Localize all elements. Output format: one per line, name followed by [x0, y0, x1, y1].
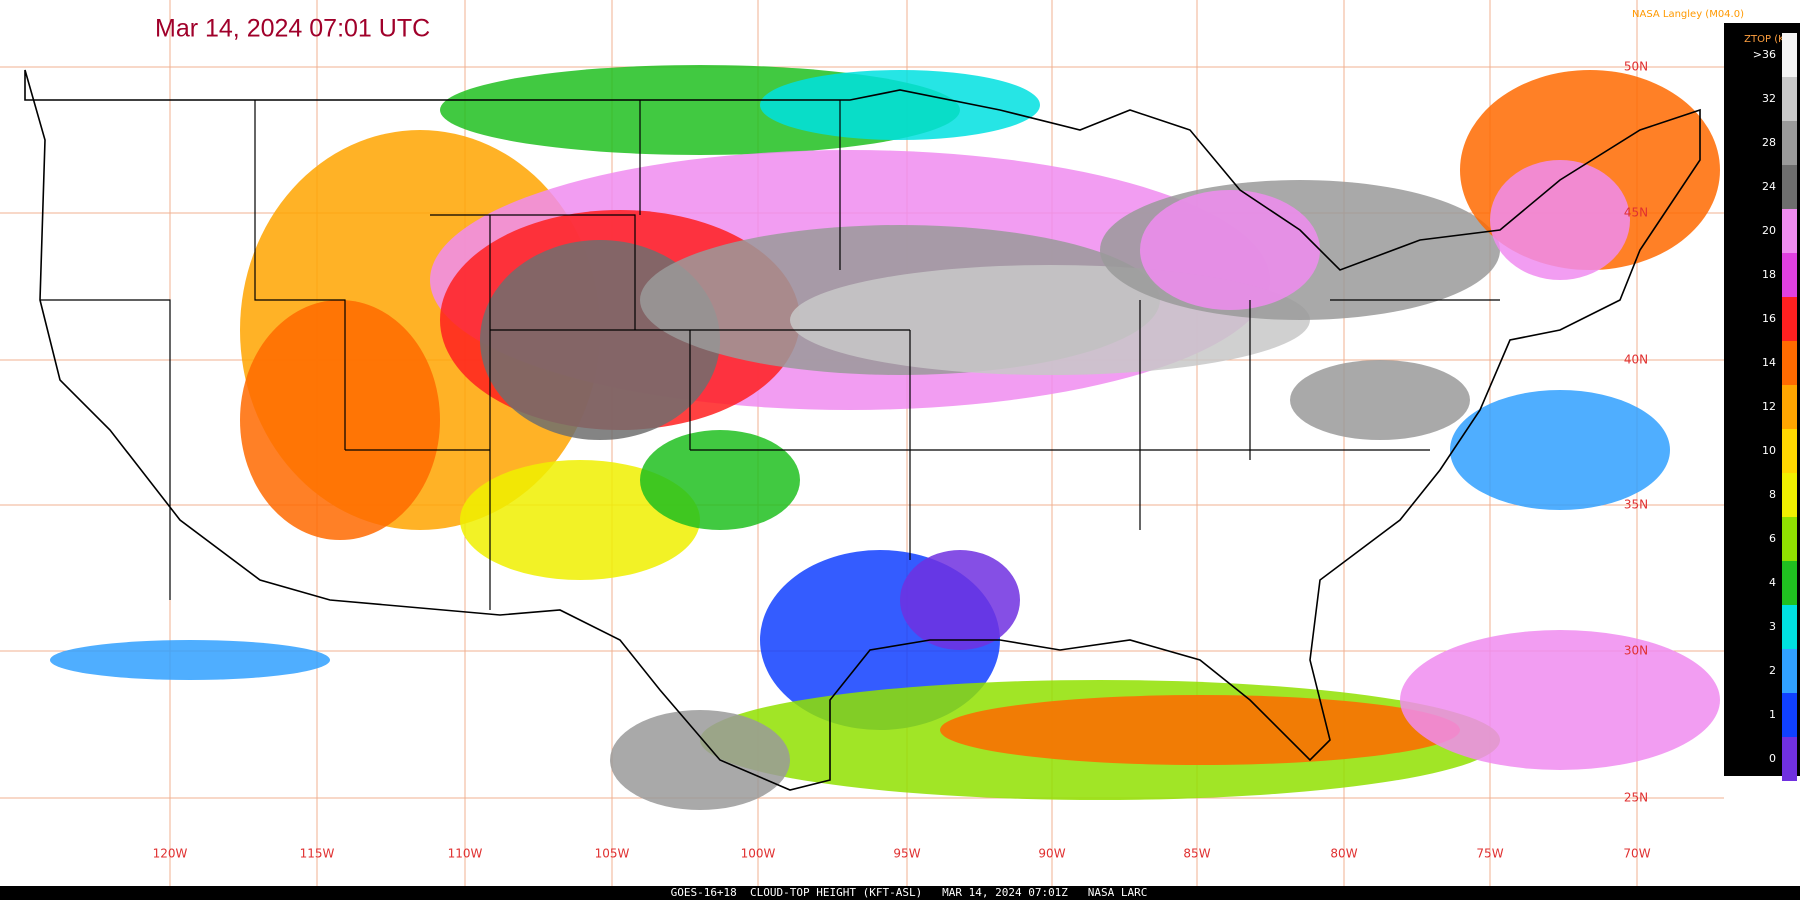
- legend-label: 32: [1762, 92, 1776, 105]
- cloud-field: [50, 65, 1720, 810]
- legend-label: 18: [1762, 268, 1776, 281]
- longitude-label: 95W: [893, 847, 920, 861]
- longitude-label: 85W: [1183, 847, 1210, 861]
- legend-label: 6: [1769, 532, 1776, 545]
- longitude-label: 110W: [448, 847, 483, 861]
- latitude-label: 35N: [1624, 498, 1648, 512]
- legend-swatch: [1782, 121, 1797, 165]
- cloud-blob: [1490, 160, 1630, 280]
- legend-swatch: [1782, 253, 1797, 297]
- credit: NASA Langley (M04.0): [1632, 9, 1744, 20]
- legend-swatch: [1782, 561, 1797, 605]
- legend-label: 20: [1762, 224, 1776, 237]
- country-outline: [24, 69, 1701, 791]
- legend-label: 16: [1762, 312, 1776, 325]
- cloud-blob: [240, 300, 440, 540]
- longitude-label: 100W: [741, 847, 776, 861]
- legend-label: 4: [1769, 576, 1776, 589]
- legend-swatch: [1782, 605, 1797, 649]
- longitude-label: 70W: [1623, 847, 1650, 861]
- legend-label: 24: [1762, 180, 1776, 193]
- cloud-blob: [610, 710, 790, 810]
- cloud-blob: [760, 70, 1040, 140]
- legend-label: 2: [1769, 664, 1776, 677]
- longitude-label: 80W: [1330, 847, 1357, 861]
- legend-label: 8: [1769, 488, 1776, 501]
- cloud-blob: [1140, 190, 1320, 310]
- legend-swatch: [1782, 649, 1797, 693]
- legend-swatch: [1782, 165, 1797, 209]
- longitude-label: 90W: [1038, 847, 1065, 861]
- legend-swatch: [1782, 33, 1797, 77]
- longitude-label: 120W: [153, 847, 188, 861]
- cloud-blob: [1400, 630, 1720, 770]
- legend-label: 10: [1762, 444, 1776, 457]
- longitude-label: 75W: [1476, 847, 1503, 861]
- legend-label: 12: [1762, 400, 1776, 413]
- legend-label: 28: [1762, 136, 1776, 149]
- legend-swatch: [1782, 693, 1797, 737]
- legend-swatch: [1782, 77, 1797, 121]
- legend-title: ZTOP (Kft): [1744, 34, 1796, 45]
- longitude-label: 105W: [595, 847, 630, 861]
- legend-swatch: [1782, 429, 1797, 473]
- cloud-blob: [1290, 360, 1470, 440]
- legend-swatch: [1782, 517, 1797, 561]
- latitude-label: 25N: [1624, 791, 1648, 805]
- footer-bar: [0, 886, 1800, 900]
- map-title: Mar 14, 2024 07:01 UTC: [155, 15, 430, 43]
- latitude-label: 40N: [1624, 353, 1648, 367]
- legend-swatch: [1782, 297, 1797, 341]
- legend-swatch: [1782, 385, 1797, 429]
- legend-swatch: [1782, 341, 1797, 385]
- graticule-labels: 50N 45N 40N 35N 30N 25N 120W 115W 110W 105W 100W 95…: [153, 60, 1651, 861]
- legend-swatch: [1782, 737, 1797, 781]
- cloud-blob: [1450, 390, 1670, 510]
- legend-swatch: [1782, 209, 1797, 253]
- legend-label: 0: [1769, 752, 1776, 765]
- legend-label: >36: [1753, 48, 1776, 61]
- latitude-label: 30N: [1624, 644, 1648, 658]
- cloud-blob: [640, 430, 800, 530]
- legend-label: 3: [1769, 620, 1776, 633]
- longitude-label: 115W: [300, 847, 335, 861]
- latitude-label: 45N: [1624, 206, 1648, 220]
- cloud-blob: [50, 640, 330, 680]
- legend-swatch: [1782, 473, 1797, 517]
- cloud-blob: [460, 460, 700, 580]
- latitude-label: 50N: [1624, 60, 1648, 74]
- legend-label: 1: [1769, 708, 1776, 721]
- cloud-blob: [900, 550, 1020, 650]
- cloud-blob: [940, 695, 1460, 765]
- state-lines: [40, 100, 1500, 610]
- legend-label: 14: [1762, 356, 1776, 369]
- footer-text: GOES-16+18 CLOUD-TOP HEIGHT (KFT-ASL) MA…: [671, 886, 1148, 899]
